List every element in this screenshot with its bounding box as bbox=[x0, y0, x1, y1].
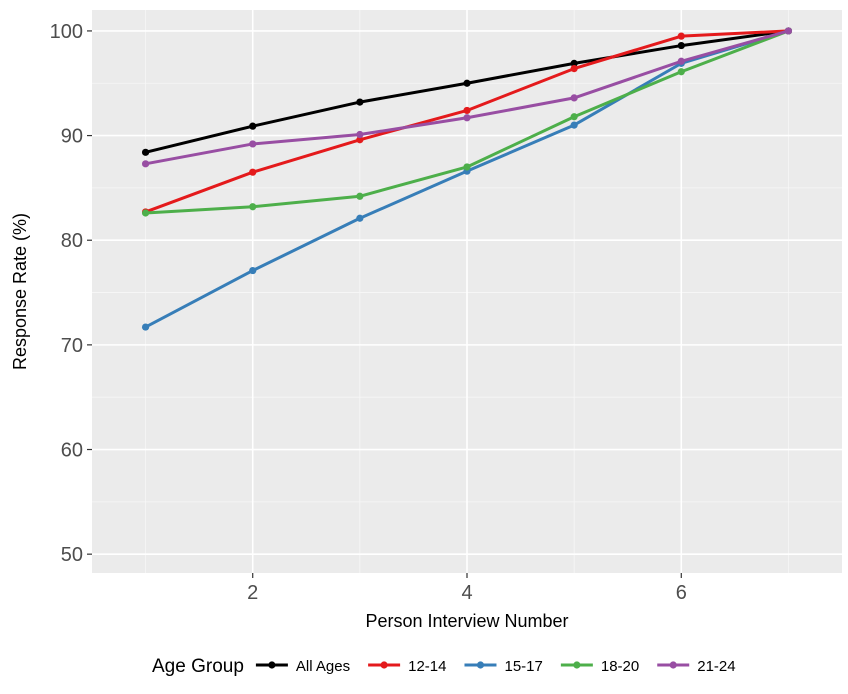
axis-layer: 50 60 70 80 90 100 2 4 6 bbox=[50, 21, 687, 604]
major-grid bbox=[92, 10, 842, 573]
x-tick-label: 2 bbox=[247, 582, 258, 604]
data-point bbox=[463, 79, 471, 87]
data-point bbox=[784, 27, 793, 35]
legend-item: All Ages bbox=[255, 658, 350, 675]
data-point bbox=[677, 32, 685, 40]
legend-item: 15-17 bbox=[464, 658, 543, 675]
legend-key-point bbox=[380, 661, 388, 669]
data-point bbox=[249, 140, 257, 148]
legend-key-point bbox=[669, 661, 677, 669]
y-axis-title: Response Rate (%) bbox=[10, 213, 30, 370]
data-point bbox=[249, 168, 257, 176]
series-layer bbox=[141, 27, 793, 331]
data-point bbox=[141, 148, 150, 156]
data-point bbox=[677, 41, 685, 50]
legend-item: 18-20 bbox=[560, 658, 639, 675]
data-point bbox=[570, 59, 578, 67]
legend-key-point bbox=[573, 661, 581, 669]
legend-item: 21-24 bbox=[657, 658, 736, 675]
y-tick-label: 90 bbox=[61, 126, 83, 148]
data-point bbox=[463, 106, 471, 115]
data-point bbox=[141, 160, 150, 168]
x-tick-label: 4 bbox=[461, 582, 472, 604]
data-point bbox=[141, 209, 150, 217]
data-point bbox=[356, 192, 364, 200]
legend-label: 18-20 bbox=[601, 658, 639, 675]
y-tick-label: 60 bbox=[61, 440, 83, 462]
legend-label: All Ages bbox=[296, 658, 350, 675]
data-point bbox=[570, 94, 578, 102]
legend-label: 12-14 bbox=[408, 658, 446, 675]
data-point bbox=[570, 113, 578, 121]
data-point bbox=[570, 65, 578, 73]
y-tick-label: 80 bbox=[61, 230, 83, 252]
data-point bbox=[141, 323, 150, 331]
data-point bbox=[249, 122, 257, 130]
legend: Age Group All Ages 12-14 15-17 18-20 21-24 bbox=[152, 656, 736, 677]
series-all-ages bbox=[141, 27, 793, 156]
y-tick-label: 50 bbox=[61, 544, 83, 566]
legend-label: 15-17 bbox=[504, 658, 542, 675]
legend-label: 21-24 bbox=[697, 658, 735, 675]
y-tick-label: 100 bbox=[50, 21, 83, 43]
series-21-24 bbox=[141, 27, 793, 168]
x-tick-label: 6 bbox=[676, 582, 687, 604]
legend-key-point bbox=[476, 661, 485, 669]
data-point bbox=[677, 57, 685, 65]
data-point bbox=[356, 98, 364, 106]
data-point bbox=[249, 203, 257, 211]
data-point bbox=[677, 68, 685, 76]
data-point bbox=[356, 130, 364, 139]
data-point bbox=[463, 114, 471, 122]
y-tick-label: 70 bbox=[61, 335, 83, 357]
x-axis-title: Person Interview Number bbox=[365, 611, 568, 631]
data-point bbox=[249, 266, 257, 275]
legend-item: 12-14 bbox=[368, 658, 446, 675]
data-point bbox=[463, 163, 471, 171]
data-point bbox=[356, 214, 364, 222]
data-point bbox=[570, 121, 578, 129]
legend-title: Age Group bbox=[152, 656, 244, 677]
data-point bbox=[356, 136, 364, 144]
legend-key-point bbox=[268, 661, 276, 669]
